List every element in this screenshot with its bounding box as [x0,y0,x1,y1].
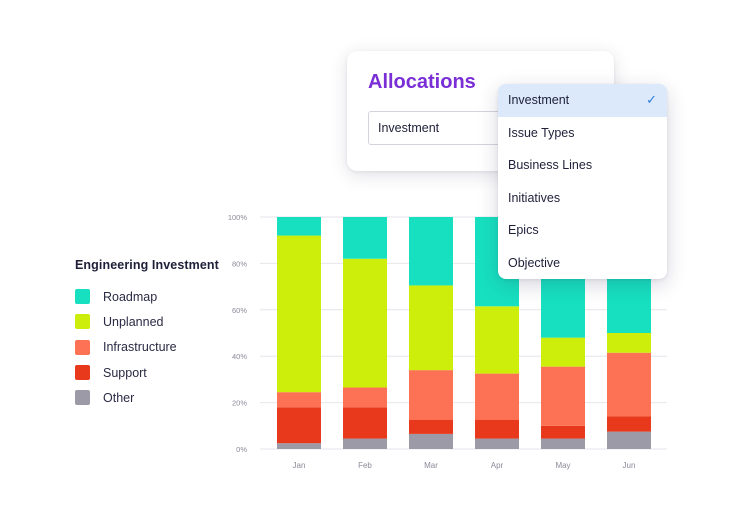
legend-swatch-support [75,365,90,381]
bar-segment-support-jun [607,416,651,432]
legend-item-infrastructure: Infrastructure [75,335,219,360]
bar-segment-infrastructure-feb [343,387,387,408]
bar-segment-unplanned-jun [607,333,651,353]
x-tick-label: Jan [293,461,306,470]
bar-segment-other-jan [277,443,321,449]
bar-segment-roadmap-mar [409,217,453,286]
allocation-type-dropdown-menu: Investment ✓ Issue Types Business Lines … [498,84,667,279]
y-tick-label: 40% [232,352,247,361]
legend-swatch-other [75,390,90,406]
x-tick-label: Mar [424,461,438,470]
legend-label: Infrastructure [103,340,177,355]
dropdown-option-label: Initiatives [508,190,561,205]
bar-segment-other-may [541,438,585,449]
y-tick-label: 0% [236,445,247,454]
legend-label: Other [103,390,135,405]
x-tick-label: Feb [358,461,372,470]
bar-segment-unplanned-may [541,337,585,367]
dropdown-option-label: Issue Types [508,125,575,140]
legend-swatch-roadmap [75,289,90,305]
bar-segment-support-may [541,425,585,439]
dropdown-option-initiatives[interactable]: Initiatives [498,182,667,215]
bar-segment-other-feb [343,438,387,449]
x-tick-label: May [555,461,570,470]
dropdown-option-label: Investment [508,93,570,107]
bar-segment-other-mar [409,433,453,449]
allocations-title: Allocations [368,71,476,93]
legend-label: Support [103,365,147,380]
legend-item-support: Support [75,360,219,385]
bar-segment-roadmap-jan [277,217,321,236]
legend-swatch-unplanned [75,314,90,330]
bar-segment-support-apr [475,420,519,439]
dropdown-option-epics[interactable]: Epics [498,214,667,247]
y-tick-label: 60% [232,306,247,315]
bar-segment-support-mar [409,420,453,434]
legend-title: Engineering Investment [75,258,219,272]
bar-segment-roadmap-feb [343,217,387,259]
bar-segment-infrastructure-jun [607,352,651,417]
bar-segment-infrastructure-may [541,366,585,426]
bar-segment-support-jan [277,407,321,444]
dropdown-option-investment[interactable]: Investment ✓ [498,84,667,117]
chart-legend: Engineering Investment Roadmap Unplanned… [75,258,219,410]
dropdown-option-label: Epics [508,223,539,237]
y-tick-label: 80% [232,259,247,268]
bar-segment-unplanned-apr [475,306,519,374]
legend-swatch-infrastructure [75,339,90,355]
legend-item-unplanned: Unplanned [75,309,219,334]
dropdown-option-label: Objective [508,255,561,270]
bar-segment-other-apr [475,438,519,449]
bar-segment-unplanned-jan [277,235,321,393]
dropdown-option-label: Business Lines [508,158,593,172]
x-tick-label: Jun [623,461,636,470]
legend-item-other: Other [75,385,219,410]
dropdown-option-business-lines[interactable]: Business Lines [498,149,667,182]
y-tick-label: 100% [228,213,248,222]
legend-label: Unplanned [103,314,164,329]
y-tick-label: 20% [232,399,247,408]
legend-item-roadmap: Roadmap [75,284,219,309]
bar-segment-support-feb [343,407,387,439]
dropdown-option-objective[interactable]: Objective [498,247,667,280]
bar-segment-infrastructure-apr [475,373,519,420]
bar-segment-other-jun [607,431,651,449]
checkmark-icon: ✓ [646,92,657,107]
x-tick-label: Apr [491,461,504,470]
bar-segment-unplanned-feb [343,258,387,388]
bar-segment-infrastructure-jan [277,392,321,408]
dropdown-option-issue-types[interactable]: Issue Types [498,117,667,150]
bar-segment-unplanned-mar [409,285,453,371]
legend-label: Roadmap [103,289,158,304]
bar-segment-infrastructure-mar [409,370,453,420]
